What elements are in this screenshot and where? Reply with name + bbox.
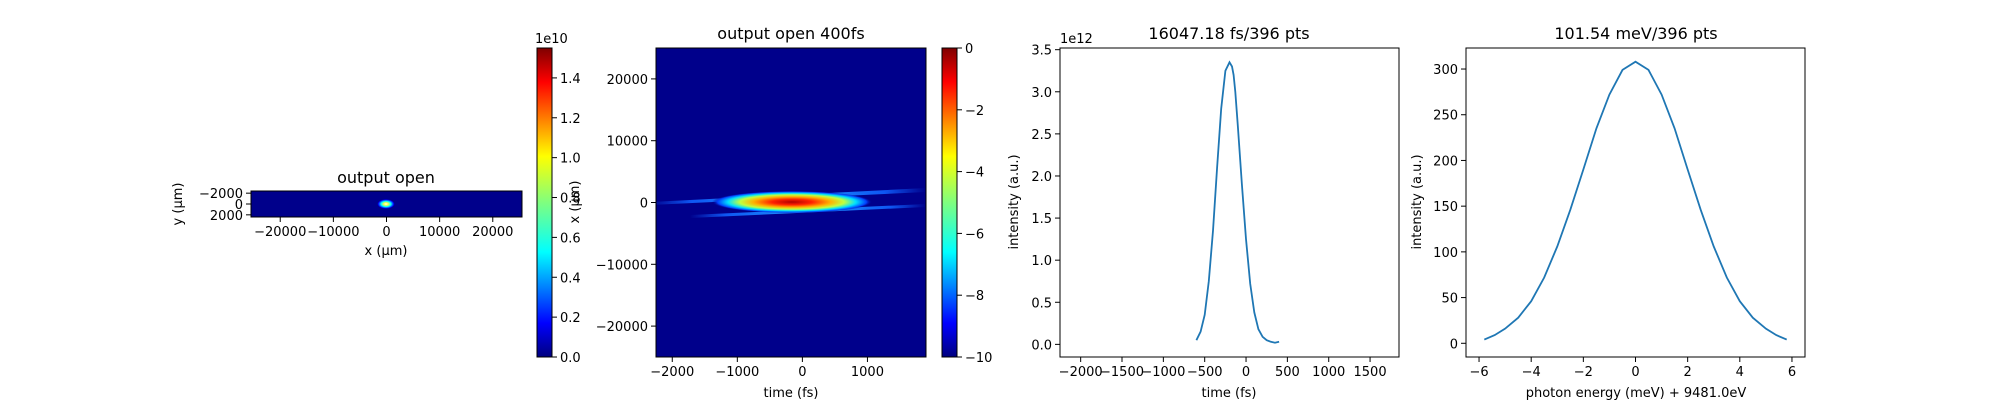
panel1-xtick-label: 10000	[419, 225, 460, 240]
panel2-xtick-label: −2000	[650, 365, 694, 380]
panel3-ytick-label: 2.0	[1031, 170, 1052, 185]
colorbar1-tick-label: 0.6	[560, 231, 581, 246]
panel2-pulse-blob	[712, 191, 872, 213]
panel2-ylabel: x (μm)	[568, 181, 583, 224]
panel3-y-offset: 1e12	[1060, 32, 1093, 47]
panel4-ytick-label: 200	[1433, 154, 1458, 169]
panel2-y-ticks: −20000 −10000 0 10000 20000	[596, 73, 656, 335]
panel3-frame	[1059, 47, 1400, 358]
panel1-xtick-label: 20000	[472, 225, 513, 240]
panel4-xtick-label: 4	[1736, 365, 1744, 380]
panel1-colorbar-ticks: 0.0 0.2 0.4 0.6 0.8 1.0 1.2 1.4	[552, 72, 581, 366]
panel2-colorbar	[941, 47, 958, 358]
colorbar1-tick-label: 0.0	[560, 351, 581, 366]
colorbar1-tick-label: 0.2	[560, 311, 581, 326]
panel1-ytick-label: 0	[235, 198, 243, 213]
panel4-spectrum-line	[1483, 60, 1788, 341]
panel1-colorbar	[536, 47, 553, 358]
panel1-colorbar-offset: 1e10	[535, 32, 568, 47]
colorbar1-tick-label: 0.8	[560, 192, 581, 207]
panel3-xtick-label: 0	[1242, 365, 1250, 380]
panel3-xtick-label: 1500	[1354, 365, 1387, 380]
panel1-x-ticks: −20000 −10000 0 10000 20000	[254, 217, 513, 240]
panel2-ytick-label: 0	[640, 197, 648, 212]
panel3-xtick-label: 500	[1275, 365, 1300, 380]
panel4-xtick-label: 6	[1788, 365, 1796, 380]
panel4-y-ticks: 0 50 100 150 200 250 300	[1433, 63, 1466, 352]
panel2-xtick-label: 1000	[851, 365, 884, 380]
panel4-ytick-label: 150	[1433, 200, 1458, 215]
panel1-beam-spot	[377, 199, 395, 209]
panel4-title: 101.54 meV/396 pts	[1554, 24, 1717, 43]
panel3-title: 16047.18 fs/396 pts	[1148, 24, 1309, 43]
panel2-ytick-label: −20000	[596, 320, 648, 335]
panel-output-open-400fs: output open 400fs −2000 −1000 0 1000 −20000…	[568, 24, 992, 400]
panel3-ytick-label: 0.5	[1031, 296, 1052, 311]
panel2-ytick-label: 20000	[607, 73, 648, 88]
panel2-x-ticks: −2000 −1000 0 1000	[650, 357, 884, 380]
panel4-xtick-label: −6	[1469, 365, 1488, 380]
colorbar1-tick-label: 1.2	[560, 112, 581, 127]
panel3-y-ticks: 0.0 0.5 1.0 1.5 2.0 2.5 3.0 3.5	[1031, 44, 1060, 353]
panel1-title: output open	[337, 168, 435, 187]
colorbar2-tick-label: 0	[965, 42, 973, 57]
panel3-ytick-label: 1.0	[1031, 254, 1052, 269]
colorbar2-tick-label: −4	[965, 166, 984, 181]
colorbar1-tick-label: 1.0	[560, 152, 581, 167]
panel1-xlabel: x (μm)	[365, 244, 408, 259]
panel2-colorbar-ticks: 0 −2 −4 −6 −8 −10	[957, 42, 992, 366]
panel3-ytick-label: 3.5	[1031, 44, 1052, 59]
panel-energy-spectrum: 101.54 meV/396 pts −6 −4 −2 0 2 4 6 0 50 100 150 2…	[1410, 24, 1806, 400]
panel4-xtick-label: 0	[1631, 365, 1639, 380]
panel2-xtick-label: 0	[798, 365, 806, 380]
panel1-xtick-label: 0	[382, 225, 390, 240]
panel2-xtick-label: −1000	[715, 365, 759, 380]
panel3-xtick-label: −1000	[1141, 365, 1185, 380]
panel1-ytick-label: 2000	[210, 209, 243, 224]
colorbar1-tick-label: 0.4	[560, 271, 581, 286]
panel3-xtick-label: 1000	[1312, 365, 1345, 380]
panel3-ytick-label: 1.5	[1031, 212, 1052, 227]
panel3-ytick-label: 0.0	[1031, 338, 1052, 353]
panel1-ylabel: y (μm)	[171, 183, 186, 226]
colorbar2-tick-label: −10	[965, 351, 992, 366]
panel3-xlabel: time (fs)	[1202, 386, 1257, 400]
panel-output-open: output open −20000 −10000 0 10000 20000 −200…	[171, 32, 581, 366]
panel4-frame	[1465, 47, 1806, 358]
panel4-ytick-label: 50	[1441, 292, 1458, 307]
panel4-xtick-label: −2	[1574, 365, 1593, 380]
panel4-xlabel: photon energy (meV) + 9481.0eV	[1526, 386, 1747, 400]
panel3-intensity-line	[1195, 60, 1280, 344]
panel2-ytick-label: −10000	[596, 258, 648, 273]
panel2-title: output open 400fs	[717, 24, 864, 43]
panel4-xtick-label: 2	[1684, 365, 1692, 380]
colorbar2-tick-label: −2	[965, 104, 984, 119]
panel4-xtick-label: −4	[1522, 365, 1541, 380]
colorbar2-tick-label: −6	[965, 227, 984, 242]
panel-time-intensity: 16047.18 fs/396 pts 1e12 −2000−1500−1000…	[1007, 24, 1400, 400]
panel1-ytick-label: −2000	[199, 187, 243, 202]
panel3-xtick-label: −2000	[1059, 365, 1103, 380]
colorbar2-tick-label: −8	[965, 289, 984, 304]
panel4-ytick-label: 0	[1450, 337, 1458, 352]
panel1-xtick-label: −20000	[254, 225, 306, 240]
panel4-x-ticks: −6 −4 −2 0 2 4 6	[1469, 357, 1796, 380]
panel2-ytick-label: 10000	[607, 135, 648, 150]
panel4-ytick-label: 100	[1433, 246, 1458, 261]
panel3-ytick-label: 2.5	[1031, 128, 1052, 143]
panel4-ytick-label: 300	[1433, 63, 1458, 78]
panel3-xtick-label: −1500	[1100, 365, 1144, 380]
panel3-ytick-label: 3.0	[1031, 86, 1052, 101]
panel1-xtick-label: −10000	[307, 225, 359, 240]
panel4-ytick-label: 250	[1433, 109, 1458, 124]
colorbar1-tick-label: 1.4	[560, 72, 581, 87]
panel3-x-ticks: −2000−1500−1000 −500 0 500 1000 1500	[1059, 357, 1387, 380]
panel2-xlabel: time (fs)	[764, 386, 819, 400]
panel3-ylabel: intensity (a.u.)	[1007, 154, 1022, 249]
panel4-ylabel: intensity (a.u.)	[1410, 154, 1425, 249]
panel3-xtick-label: −500	[1187, 365, 1223, 380]
